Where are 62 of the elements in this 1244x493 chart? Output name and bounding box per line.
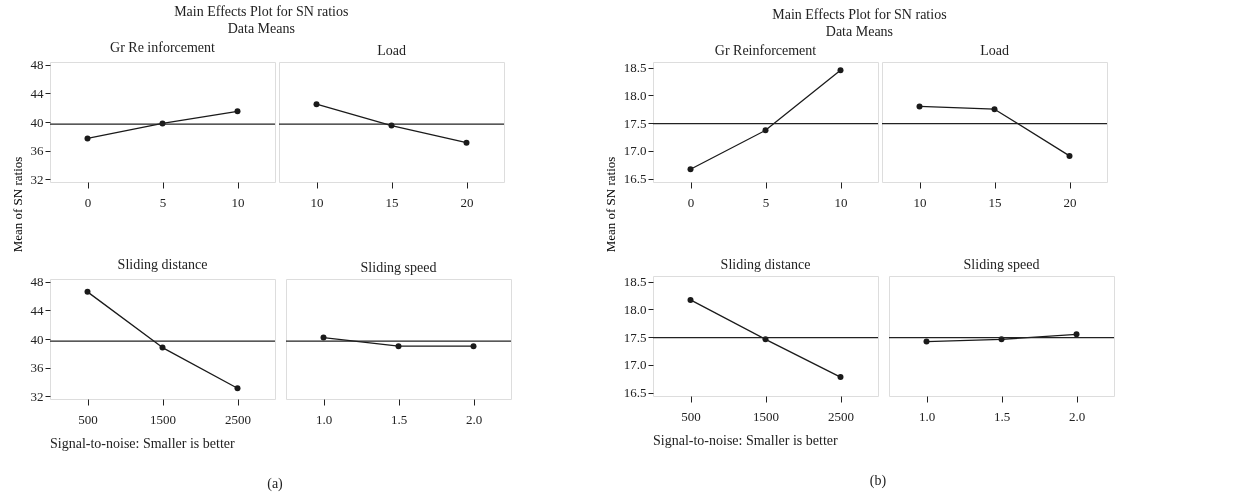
x-axis-title: Load (980, 43, 1009, 58)
y-tick-label: 18.0 (623, 301, 647, 317)
y-tick-label: 16.5 (623, 171, 647, 187)
y-tick-label: 48 (30, 274, 44, 290)
x-tick-label: 2.0 (1068, 408, 1086, 424)
x-axis-title: Sliding distance (117, 256, 208, 272)
x-axis-title: Gr Reinforcement (714, 42, 817, 58)
x-tick-label: 15 (988, 194, 1002, 210)
x-tick-label: 15 (385, 194, 399, 210)
x-axis-title: Sliding speed (963, 257, 1040, 272)
x-tick-label: 2500 (225, 411, 251, 427)
y-tick-label: 18.0 (623, 87, 647, 103)
y-tick-label: 32 (30, 388, 44, 404)
y-tick-label: 36 (30, 360, 44, 376)
y-tick-label: 32 (30, 171, 44, 187)
x-tick-label: 20 (1063, 194, 1077, 210)
text: (b) (869, 473, 887, 489)
x-tick-label: 2.0 (465, 411, 483, 427)
y-tick-label: 18.5 (623, 60, 647, 76)
y-axis-title: Mean of SN ratios (9, 156, 25, 253)
y-tick-label: 16.5 (623, 385, 647, 401)
y-axis-title: Mean of SN ratios (602, 156, 618, 253)
x-tick-label: 500 (681, 408, 701, 424)
text: Signal-to-noise: Smaller is better (653, 433, 839, 448)
x-tick-label: 1.5 (993, 408, 1011, 424)
x-tick-label: 1500 (150, 411, 176, 427)
x-tick-label: 0 (687, 194, 695, 210)
x-tick-label: 20 (460, 194, 474, 210)
x-axis-title: Sliding distance (720, 256, 811, 272)
y-tick-label: 36 (30, 143, 44, 159)
y-tick-label: 44 (30, 85, 44, 101)
y-tick-label: 40 (30, 331, 44, 347)
x-tick-label: 1.5 (390, 411, 408, 427)
y-tick-label: 17.5 (623, 329, 647, 345)
x-tick-label: 500 (78, 411, 98, 427)
x-tick-label: 10 (231, 194, 245, 210)
chart-title: Main Effects Plot for SN ratios (174, 4, 349, 20)
x-tick-label: 5 (159, 194, 167, 210)
y-tick-label: 40 (30, 114, 44, 130)
x-tick-label: 10 (310, 194, 324, 210)
y-tick-label: 17.0 (623, 143, 647, 159)
x-tick-label: 10 (834, 194, 848, 210)
chart-title: Main Effects Plot for SN ratios (772, 7, 947, 23)
x-axis-title: Sliding speed (360, 260, 437, 275)
x-tick-label: 1.0 (315, 411, 333, 427)
text: Signal-to-noise: Smaller is better (50, 436, 236, 451)
x-tick-label: 2500 (828, 408, 854, 424)
y-tick-label: 48 (30, 57, 44, 73)
x-axis-title: Gr Re inforcement (110, 39, 216, 55)
x-axis-title: Load (377, 43, 406, 58)
chart-subtitle: Data Means (825, 24, 894, 40)
x-tick-label: 1500 (753, 408, 779, 424)
x-tick-label: 0 (84, 194, 92, 210)
x-tick-label: 5 (762, 194, 770, 210)
chart-subtitle: Data Means (227, 21, 295, 37)
y-tick-label: 17.5 (623, 115, 647, 131)
x-tick-label: 10 (913, 194, 927, 210)
y-tick-label: 44 (30, 302, 44, 318)
x-tick-label: 1.0 (918, 408, 936, 424)
text: (a) (267, 476, 284, 492)
y-tick-label: 17.0 (623, 357, 647, 373)
y-tick-label: 18.5 (623, 274, 647, 290)
